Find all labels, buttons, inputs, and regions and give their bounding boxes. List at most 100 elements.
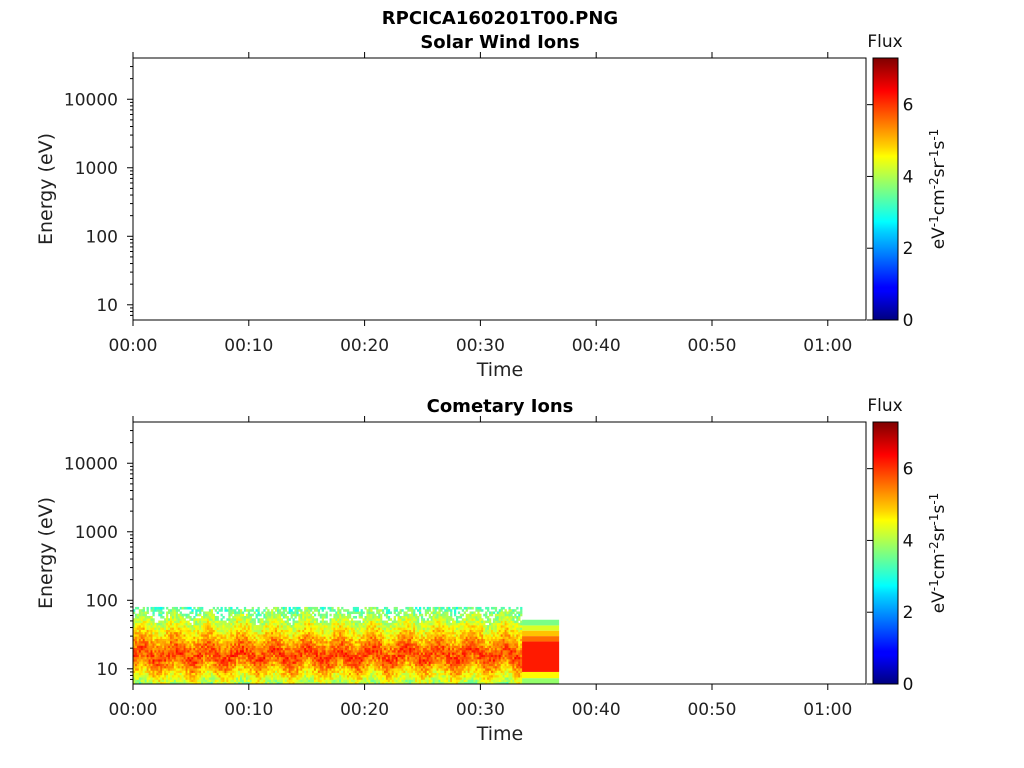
heatmap-cell	[234, 631, 237, 635]
heatmap-cell	[152, 665, 155, 669]
heatmap-cell	[189, 618, 192, 621]
heatmap-cell	[234, 618, 237, 621]
heatmap-cell	[148, 668, 151, 671]
heatmap-cell	[173, 620, 177, 624]
heatmap-cell	[420, 665, 424, 669]
heatmap-cell	[158, 631, 161, 635]
heatmap-cell	[189, 638, 192, 642]
heatmap-cell	[354, 620, 358, 624]
heatmap-cell	[385, 679, 389, 683]
heatmap-cell	[405, 668, 408, 671]
heatmap-cell	[146, 674, 149, 678]
heatmap-cell	[142, 659, 145, 662]
heatmap-cell	[370, 668, 373, 671]
heatmap-cell	[418, 652, 422, 655]
heatmap-cell	[271, 647, 274, 651]
heatmap-cell	[164, 652, 167, 655]
heatmap-cell	[409, 649, 412, 653]
heatmap-cell	[385, 677, 389, 680]
heatmap-cell	[327, 622, 330, 626]
heatmap-cell	[134, 627, 138, 630]
heatmap-cell	[251, 672, 254, 676]
heatmap-cell	[321, 649, 324, 653]
heatmap-cell	[374, 661, 377, 664]
heatmap-cell	[169, 640, 173, 644]
heatmap-cell	[208, 629, 212, 633]
heatmap-cell	[160, 631, 163, 635]
heatmap-cell	[243, 640, 247, 644]
heatmap-cell	[432, 677, 435, 680]
heatmap-cell	[348, 661, 352, 664]
heatmap-cell	[276, 649, 280, 653]
heatmap-cell	[376, 661, 379, 664]
heatmap-cell	[346, 609, 350, 612]
heatmap-cell	[374, 606, 377, 610]
heatmap-cell	[243, 618, 247, 621]
heatmap-cell	[173, 649, 177, 653]
heatmap-cell	[368, 645, 371, 649]
heatmap-cell	[403, 640, 406, 644]
heatmap-cell	[247, 647, 251, 651]
heatmap-cell	[146, 609, 149, 612]
heatmap-cell	[199, 643, 202, 646]
heatmap-cell	[428, 647, 431, 651]
heatmap-cell	[376, 634, 379, 637]
heatmap-cell	[358, 670, 361, 673]
heatmap-cell	[193, 668, 196, 671]
heatmap-cell	[339, 622, 342, 626]
heatmap-cell	[224, 634, 227, 637]
heatmap-cell	[148, 620, 151, 624]
heatmap-cell	[247, 625, 251, 628]
heatmap-cell	[142, 613, 145, 617]
heatmap-cell	[352, 665, 356, 669]
heatmap-cell	[249, 629, 252, 633]
heatmap-cell	[177, 681, 180, 685]
heatmap-cell	[185, 643, 188, 646]
heatmap-cell	[243, 622, 247, 626]
heatmap-cell	[288, 681, 291, 685]
heatmap-cell	[310, 665, 313, 669]
heatmap-cell	[323, 643, 326, 646]
heatmap-cell	[331, 627, 334, 630]
heatmap-cell	[230, 620, 233, 624]
heatmap-cell	[374, 631, 377, 635]
heatmap-cell	[199, 674, 202, 678]
heatmap-cell	[366, 661, 369, 664]
heatmap-cell	[206, 615, 210, 619]
heatmap-cell	[298, 638, 301, 642]
heatmap-cell	[290, 649, 293, 653]
heatmap-cell	[391, 668, 394, 671]
heatmap-cell	[150, 665, 153, 669]
heatmap-cell	[368, 656, 371, 660]
heatmap-cell	[372, 672, 375, 676]
heatmap-cell	[282, 654, 286, 658]
heatmap-cell	[288, 649, 291, 653]
heatmap-cell	[146, 663, 149, 667]
heatmap-cell	[422, 618, 426, 621]
heatmap-cell	[255, 670, 258, 673]
heatmap-cell	[348, 620, 352, 624]
heatmap-cell	[195, 631, 198, 635]
heatmap-cell	[133, 634, 136, 637]
heatmap-cell	[191, 634, 194, 637]
heatmap-cell	[393, 652, 396, 655]
heatmap-cell	[296, 656, 299, 660]
heatmap-cell	[208, 636, 212, 639]
heatmap-cell	[234, 674, 237, 678]
heatmap-cell	[315, 625, 319, 628]
heatmap-cell	[385, 631, 389, 635]
heatmap-cell	[348, 672, 352, 676]
heatmap-cell	[136, 677, 140, 680]
heatmap-cell	[337, 668, 340, 671]
heatmap-cell	[136, 636, 140, 639]
heatmap-cell	[306, 649, 309, 653]
heatmap-cell	[313, 640, 317, 644]
heatmap-cell	[417, 649, 420, 653]
heatmap-cell	[411, 645, 414, 649]
heatmap-cell	[360, 622, 363, 626]
heatmap-cell	[372, 634, 375, 637]
heatmap-cell	[282, 606, 286, 610]
heatmap-cell	[292, 645, 295, 649]
heatmap-cell	[263, 647, 266, 651]
heatmap-cell	[362, 625, 365, 628]
